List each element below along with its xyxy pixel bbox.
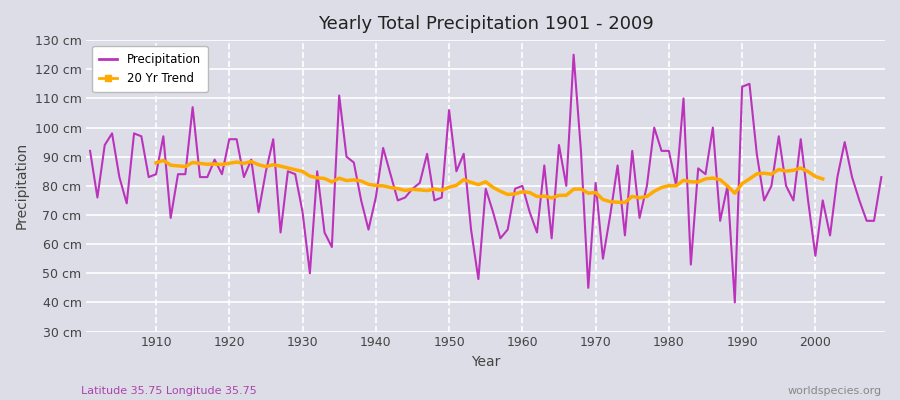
X-axis label: Year: Year [471, 355, 500, 369]
Legend: Precipitation, 20 Yr Trend: Precipitation, 20 Yr Trend [93, 46, 208, 92]
Text: worldspecies.org: worldspecies.org [788, 386, 882, 396]
Text: Latitude 35.75 Longitude 35.75: Latitude 35.75 Longitude 35.75 [81, 386, 256, 396]
Y-axis label: Precipitation: Precipitation [15, 142, 29, 230]
Title: Yearly Total Precipitation 1901 - 2009: Yearly Total Precipitation 1901 - 2009 [318, 15, 653, 33]
